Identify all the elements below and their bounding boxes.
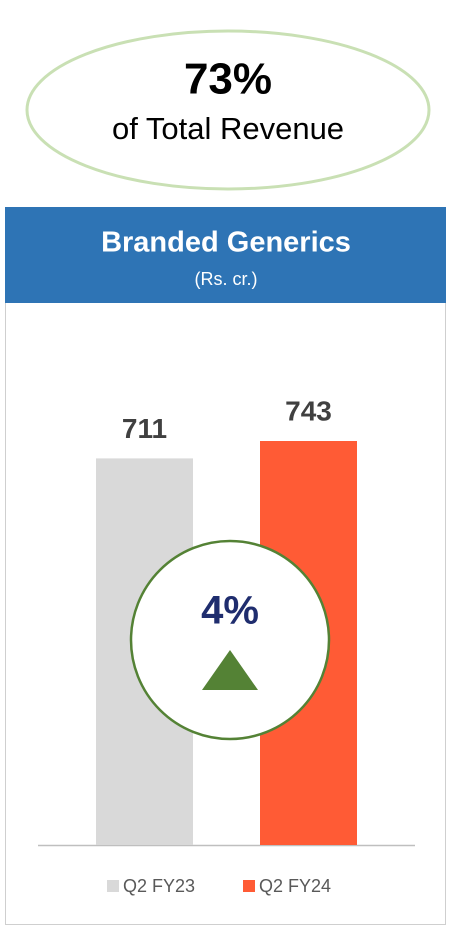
- data-label: 743: [285, 395, 332, 426]
- legend-label: Q2 FY23: [123, 876, 195, 896]
- legend-label: Q2 FY24: [259, 876, 331, 896]
- legend-swatch: [243, 880, 255, 892]
- growth-value: 4%: [201, 589, 259, 633]
- chart-title: Branded Generics: [101, 227, 351, 259]
- growth-badge: [129, 539, 331, 741]
- header: [5, 207, 446, 303]
- legend-swatch: [107, 880, 119, 892]
- share-ellipse: [25, 29, 431, 191]
- share-value: 73%: [184, 55, 272, 104]
- share-label: of Total Revenue: [112, 111, 344, 146]
- chart-subtitle: (Rs. cr.): [195, 269, 258, 289]
- data-label: 711: [122, 413, 167, 444]
- up-arrow: [202, 650, 258, 690]
